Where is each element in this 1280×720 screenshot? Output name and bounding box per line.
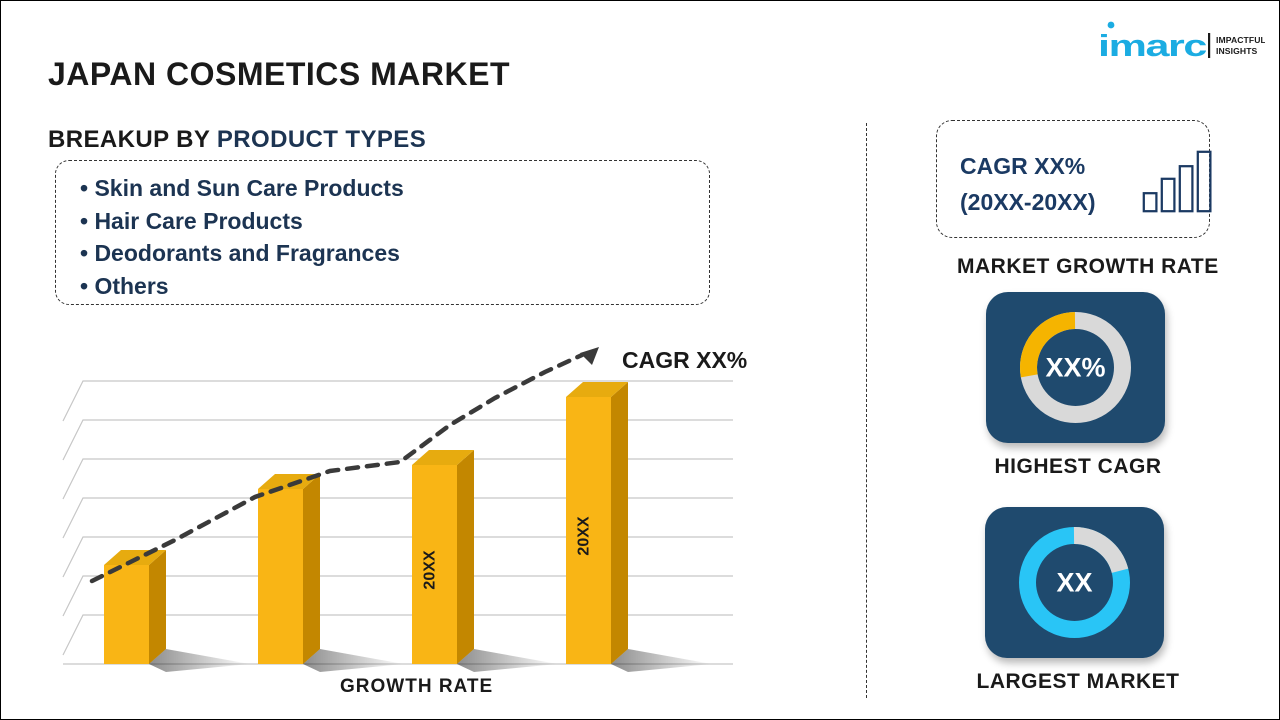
svg-text:CAGR XX%: CAGR XX% <box>622 347 747 373</box>
svg-text:XX: XX <box>1056 568 1092 598</box>
svg-text:GROWTH RATE: GROWTH RATE <box>340 676 493 697</box>
svg-text:XX%: XX% <box>1045 353 1105 383</box>
svg-text:20XX: 20XX <box>422 550 439 589</box>
svg-text:20XX: 20XX <box>576 516 593 555</box>
